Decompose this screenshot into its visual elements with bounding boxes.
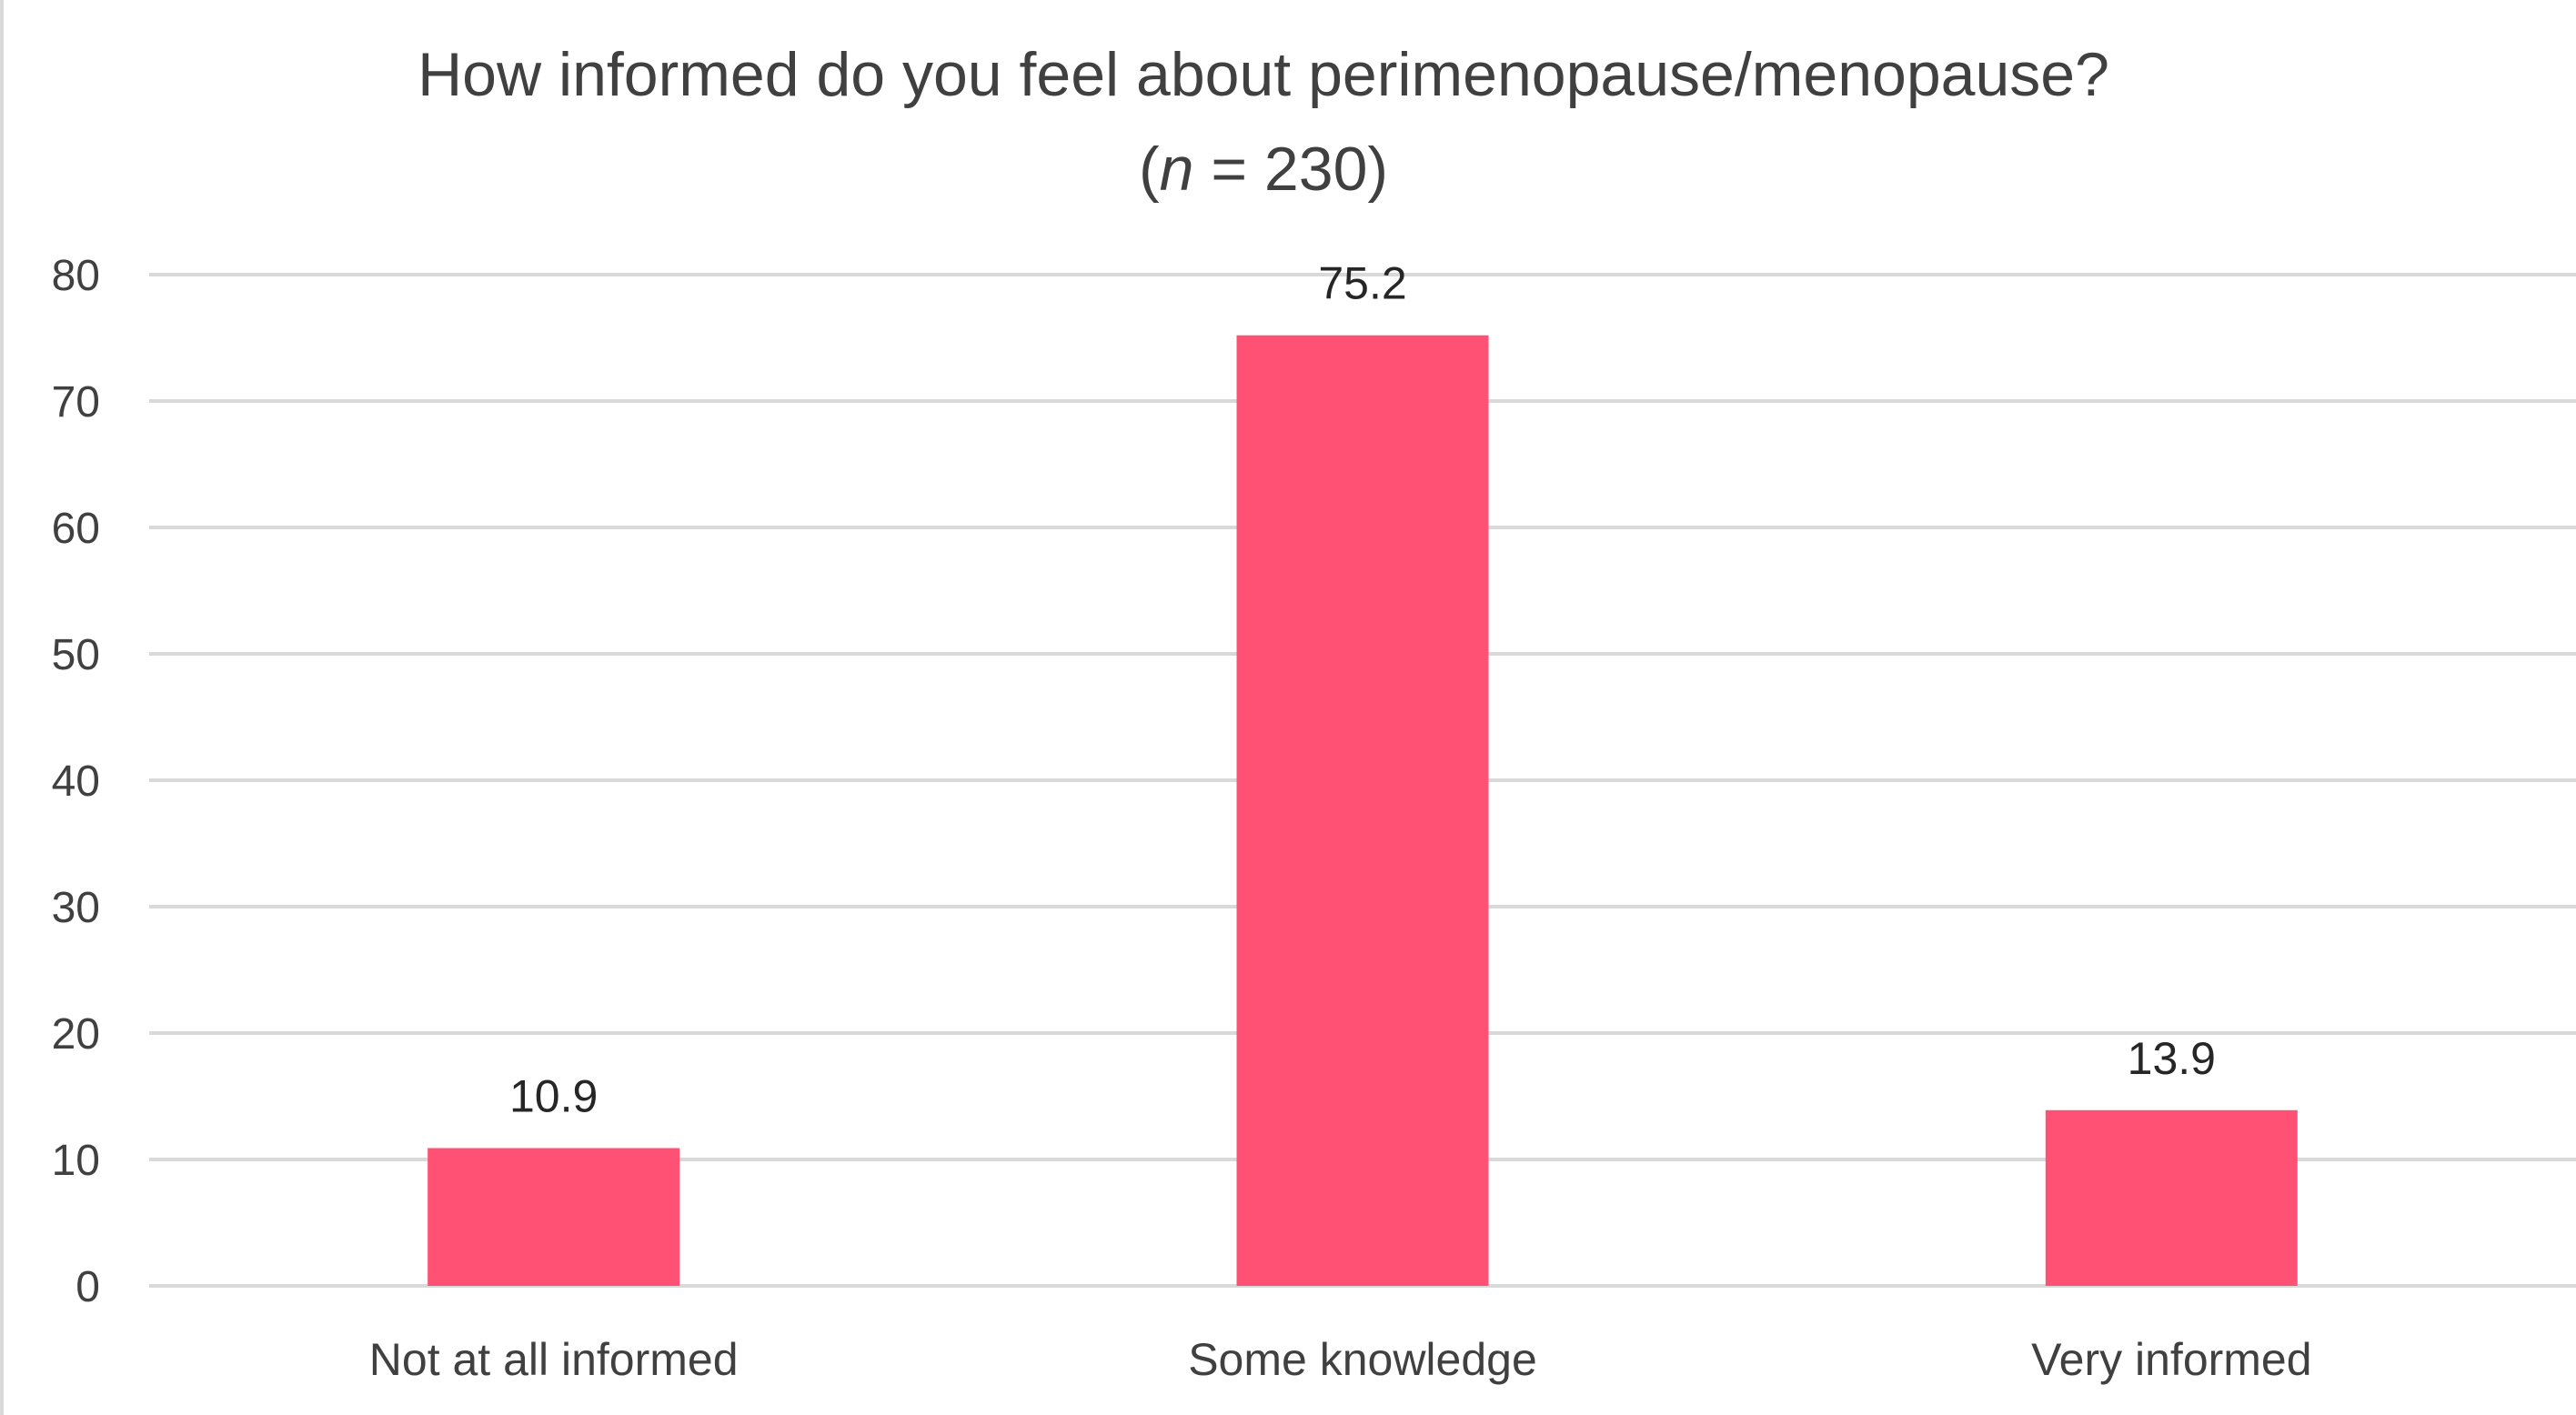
- chart-title: How informed do you feel about perimenop…: [418, 40, 2109, 109]
- data-label: 13.9: [2128, 1033, 2216, 1084]
- subtitle-n: n: [1159, 135, 1194, 204]
- x-category-label: Not at all informed: [369, 1334, 739, 1385]
- x-axis-categories: Not at all informed Some knowledge Very in…: [369, 1334, 2312, 1385]
- y-tick-label: 80: [52, 252, 100, 300]
- y-tick-label: 10: [52, 1137, 100, 1185]
- x-category-label: Very informed: [2031, 1334, 2311, 1385]
- bar: [1236, 335, 1489, 1287]
- data-labels: 10.9 75.2 13.9: [509, 258, 2216, 1122]
- y-tick-label: 40: [52, 758, 100, 806]
- subtitle-prefix: (: [1138, 135, 1160, 204]
- subtitle-suffix: = 230): [1193, 135, 1389, 204]
- y-tick-label: 0: [75, 1263, 100, 1311]
- chart-subtitle: (n = 230): [4, 138, 2523, 200]
- y-tick-label: 50: [52, 631, 100, 679]
- y-tick-label: 60: [52, 505, 100, 553]
- y-tick-label: 70: [52, 378, 100, 427]
- y-tick-label: 20: [52, 1010, 100, 1059]
- y-tick-label: 30: [52, 884, 100, 932]
- x-category-label: Some knowledge: [1188, 1334, 1537, 1385]
- data-label: 75.2: [1318, 258, 1406, 309]
- bars: [428, 335, 2298, 1287]
- y-axis-ticks: 0 10 20 30 40 50 60 70 80: [52, 252, 100, 1311]
- bar-chart-plot: 0 10 20 30 40 50 60 70 80 10.9 75.2 13.9 Not at al…: [52, 252, 2576, 1385]
- bar: [428, 1148, 680, 1286]
- data-label: 10.9: [509, 1070, 598, 1121]
- bar: [2045, 1109, 2298, 1286]
